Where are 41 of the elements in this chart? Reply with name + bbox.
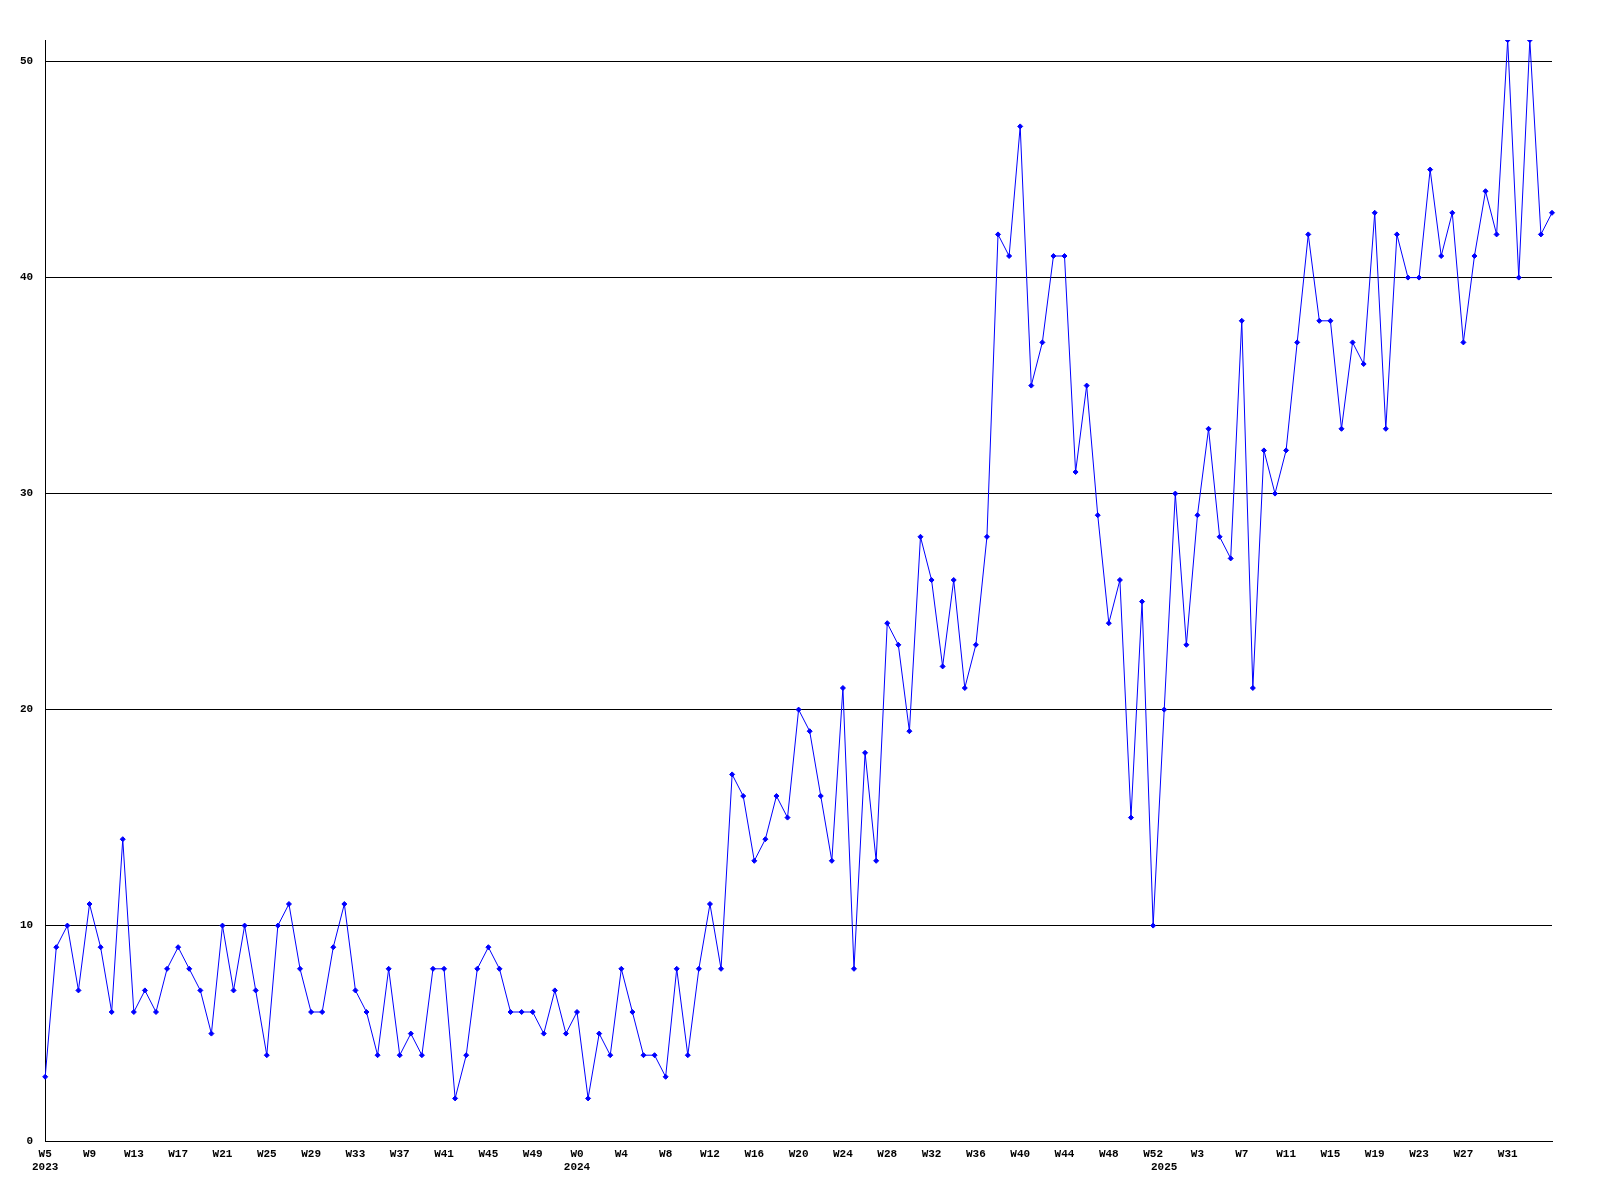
x-tick-label: W36 [965, 1147, 986, 1160]
x-tick-label: W40 [1010, 1147, 1031, 1160]
y-tick-label: 40 [20, 271, 34, 284]
x-tick-label: W33 [345, 1147, 366, 1160]
x-tick-label: W32 [921, 1147, 942, 1160]
y-tick-label: 0 [26, 1135, 34, 1148]
x-tick-label: W11 [1276, 1147, 1297, 1160]
y-tick-label: 50 [20, 55, 34, 68]
x-tick-label: W12 [700, 1147, 720, 1160]
x-tick-label: W20 [788, 1147, 809, 1160]
x-tick-label: W24 [833, 1147, 854, 1160]
y-tick-label: 30 [20, 487, 34, 500]
x-tick-label: W27 [1453, 1147, 1474, 1160]
x-tick-label: W7 [1235, 1147, 1249, 1160]
x-tick-label: W0 2024 [563, 1147, 591, 1174]
x-tick-label: W23 [1409, 1147, 1430, 1160]
x-tick-label: W31 [1497, 1147, 1518, 1160]
x-tick-label: W19 [1364, 1147, 1385, 1160]
y-tick-label: 20 [20, 703, 34, 716]
x-tick-label: W15 [1320, 1147, 1341, 1160]
x-tick-label: W9 [82, 1147, 97, 1160]
x-tick-label: W41 [434, 1147, 455, 1160]
x-tick-label: W13 [123, 1147, 145, 1160]
x-tick-label: W45 [478, 1147, 499, 1160]
x-tick-label: W29 [301, 1147, 322, 1160]
x-tick-label: 2025 [1151, 1161, 1178, 1174]
x-tick-label: W28 [877, 1147, 898, 1160]
x-tick-label: W4 [614, 1147, 629, 1160]
y-tick-label: 10 [20, 919, 34, 932]
x-tick-label: W8 [659, 1147, 673, 1160]
x-tick-label: W48 [1098, 1147, 1120, 1160]
x-tick-label: W44 [1054, 1147, 1075, 1160]
x-tick-label: W3 [1190, 1147, 1205, 1160]
x-tick-label: W17 [168, 1147, 189, 1160]
x-tick-label: W37 [389, 1147, 410, 1160]
x-tick-label: W21 [212, 1147, 233, 1160]
x-tick-label: W25 [256, 1147, 278, 1160]
x-tick-label: W16 [744, 1147, 765, 1160]
x-tick-label: W49 [522, 1147, 543, 1160]
x-tick-label: W52 [1143, 1147, 1164, 1160]
x-tick-label: W5 2023 [32, 1147, 59, 1174]
